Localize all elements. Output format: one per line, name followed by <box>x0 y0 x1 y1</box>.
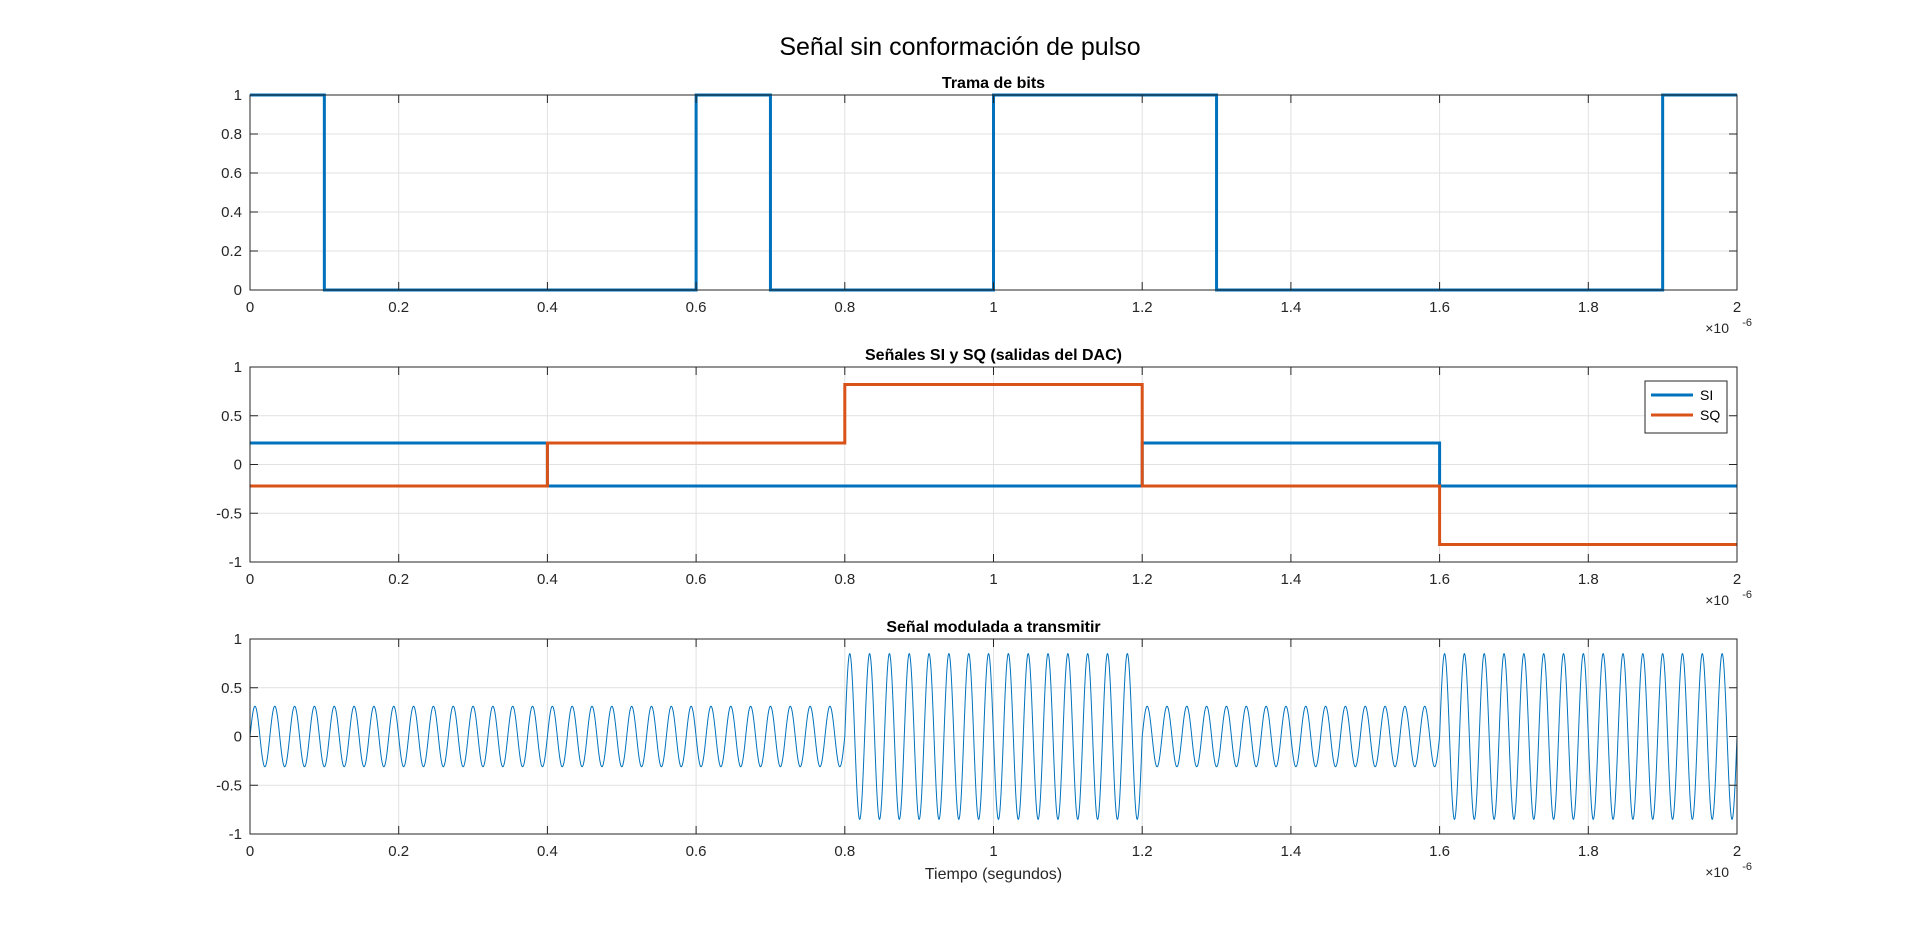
y-tick-label: 0.6 <box>221 165 242 182</box>
subplot-title: Señales SI y SQ (salidas del DAC) <box>865 347 1122 364</box>
x-tick-label: 0.8 <box>834 299 855 316</box>
x-tick-label: 0 <box>246 843 254 860</box>
x-tick-label: 0.4 <box>537 571 558 588</box>
x-exponent-power: -6 <box>1742 589 1752 601</box>
y-tick-label: 0.8 <box>221 126 242 143</box>
y-tick-label: 0 <box>234 282 242 299</box>
y-tick-label: 0 <box>234 457 242 474</box>
x-tick-label: 0 <box>246 571 254 588</box>
legend-label-si: SI <box>1700 387 1713 403</box>
y-tick-label: -1 <box>229 554 242 571</box>
x-tick-label: 1.6 <box>1429 299 1450 316</box>
y-tick-label: -0.5 <box>216 777 242 794</box>
subplot-title: Señal modulada a transmitir <box>886 619 1100 636</box>
y-tick-label: 1 <box>234 359 242 376</box>
x-tick-label: 2 <box>1733 299 1741 316</box>
y-tick-label: 0 <box>234 729 242 746</box>
x-tick-label: 1.4 <box>1280 571 1301 588</box>
y-tick-label: 1 <box>234 87 242 104</box>
x-tick-label: 0 <box>246 299 254 316</box>
x-tick-label: 1.2 <box>1132 571 1153 588</box>
x-tick-label: 1.4 <box>1280 299 1301 316</box>
series-line-0 <box>250 653 1737 821</box>
x-tick-label: 1.6 <box>1429 843 1450 860</box>
legend: SI SQ <box>1644 380 1728 434</box>
figure-title: Señal sin conformación de pulso <box>779 33 1141 61</box>
x-tick-label: 1 <box>989 299 997 316</box>
x-exponent-label: ×10 <box>1705 320 1729 336</box>
subplot-si-sq-signals: 0 0.2 0.4 0.6 0.8 1 1.2 1.4 1.6 1.8 2 -1 -0.5 0 0.5 1 ×1… <box>216 347 1752 608</box>
x-tick-label: 0.8 <box>834 843 855 860</box>
legend-label-sq: SQ <box>1700 407 1720 423</box>
x-tick-label: 1 <box>989 571 997 588</box>
x-axis-label: Tiempo (segundos) <box>925 866 1062 883</box>
legend-box <box>1644 380 1728 434</box>
x-tick-label: 1.8 <box>1578 571 1599 588</box>
subplot-title: Trama de bits <box>942 75 1045 92</box>
y-tick-label: 0.2 <box>221 243 242 260</box>
x-tick-label: 0.8 <box>834 571 855 588</box>
x-tick-label: 1.6 <box>1429 571 1450 588</box>
y-tick-label: -0.5 <box>216 505 242 522</box>
x-tick-label: 1.2 <box>1132 843 1153 860</box>
x-tick-label: 0.6 <box>686 299 707 316</box>
x-exponent-label: ×10 <box>1705 864 1729 880</box>
subplot-modulated-signal: 0 0.2 0.4 0.6 0.8 1 1.2 1.4 1.6 1.8 2 -1 -0.5 0 0.5 1 ×1… <box>216 619 1752 883</box>
x-exponent-power: -6 <box>1742 861 1752 873</box>
subplot-bit-frame: 0 0.2 0.4 0.6 0.8 1 1.2 1.4 1.6 1.8 2 0 0.2 0.4 0.6 0.8… <box>221 75 1752 336</box>
x-tick-label: 1 <box>989 843 997 860</box>
x-tick-label: 1.2 <box>1132 299 1153 316</box>
x-tick-label: 2 <box>1733 843 1741 860</box>
x-tick-label: 0.2 <box>388 843 409 860</box>
x-tick-label: 0.4 <box>537 843 558 860</box>
y-tick-label: 0.5 <box>221 408 242 425</box>
x-tick-label: 2 <box>1733 571 1741 588</box>
series-line-sq <box>250 383 1737 546</box>
x-tick-label: 0.4 <box>537 299 558 316</box>
x-tick-label: 1.8 <box>1578 843 1599 860</box>
y-tick-label: 0.4 <box>221 204 242 221</box>
x-tick-label: 1.8 <box>1578 299 1599 316</box>
x-tick-label: 0.6 <box>686 571 707 588</box>
x-exponent-label: ×10 <box>1705 592 1729 608</box>
x-tick-label: 0.6 <box>686 843 707 860</box>
y-tick-label: 1 <box>234 631 242 648</box>
y-tick-label: -1 <box>229 826 242 843</box>
x-tick-label: 0.2 <box>388 571 409 588</box>
x-tick-label: 0.2 <box>388 299 409 316</box>
x-tick-label: 1.4 <box>1280 843 1301 860</box>
x-exponent-power: -6 <box>1742 317 1752 329</box>
y-tick-label: 0.5 <box>221 680 242 697</box>
